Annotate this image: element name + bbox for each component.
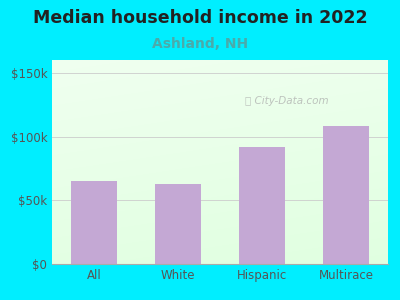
- Bar: [239, 147, 285, 264]
- Bar: [71, 181, 117, 264]
- Bar: [155, 184, 201, 264]
- Text: Ashland, NH: Ashland, NH: [152, 38, 248, 52]
- Text: ⓘ City-Data.com: ⓘ City-Data.com: [245, 96, 329, 106]
- Bar: [323, 126, 369, 264]
- Text: Median household income in 2022: Median household income in 2022: [33, 9, 367, 27]
